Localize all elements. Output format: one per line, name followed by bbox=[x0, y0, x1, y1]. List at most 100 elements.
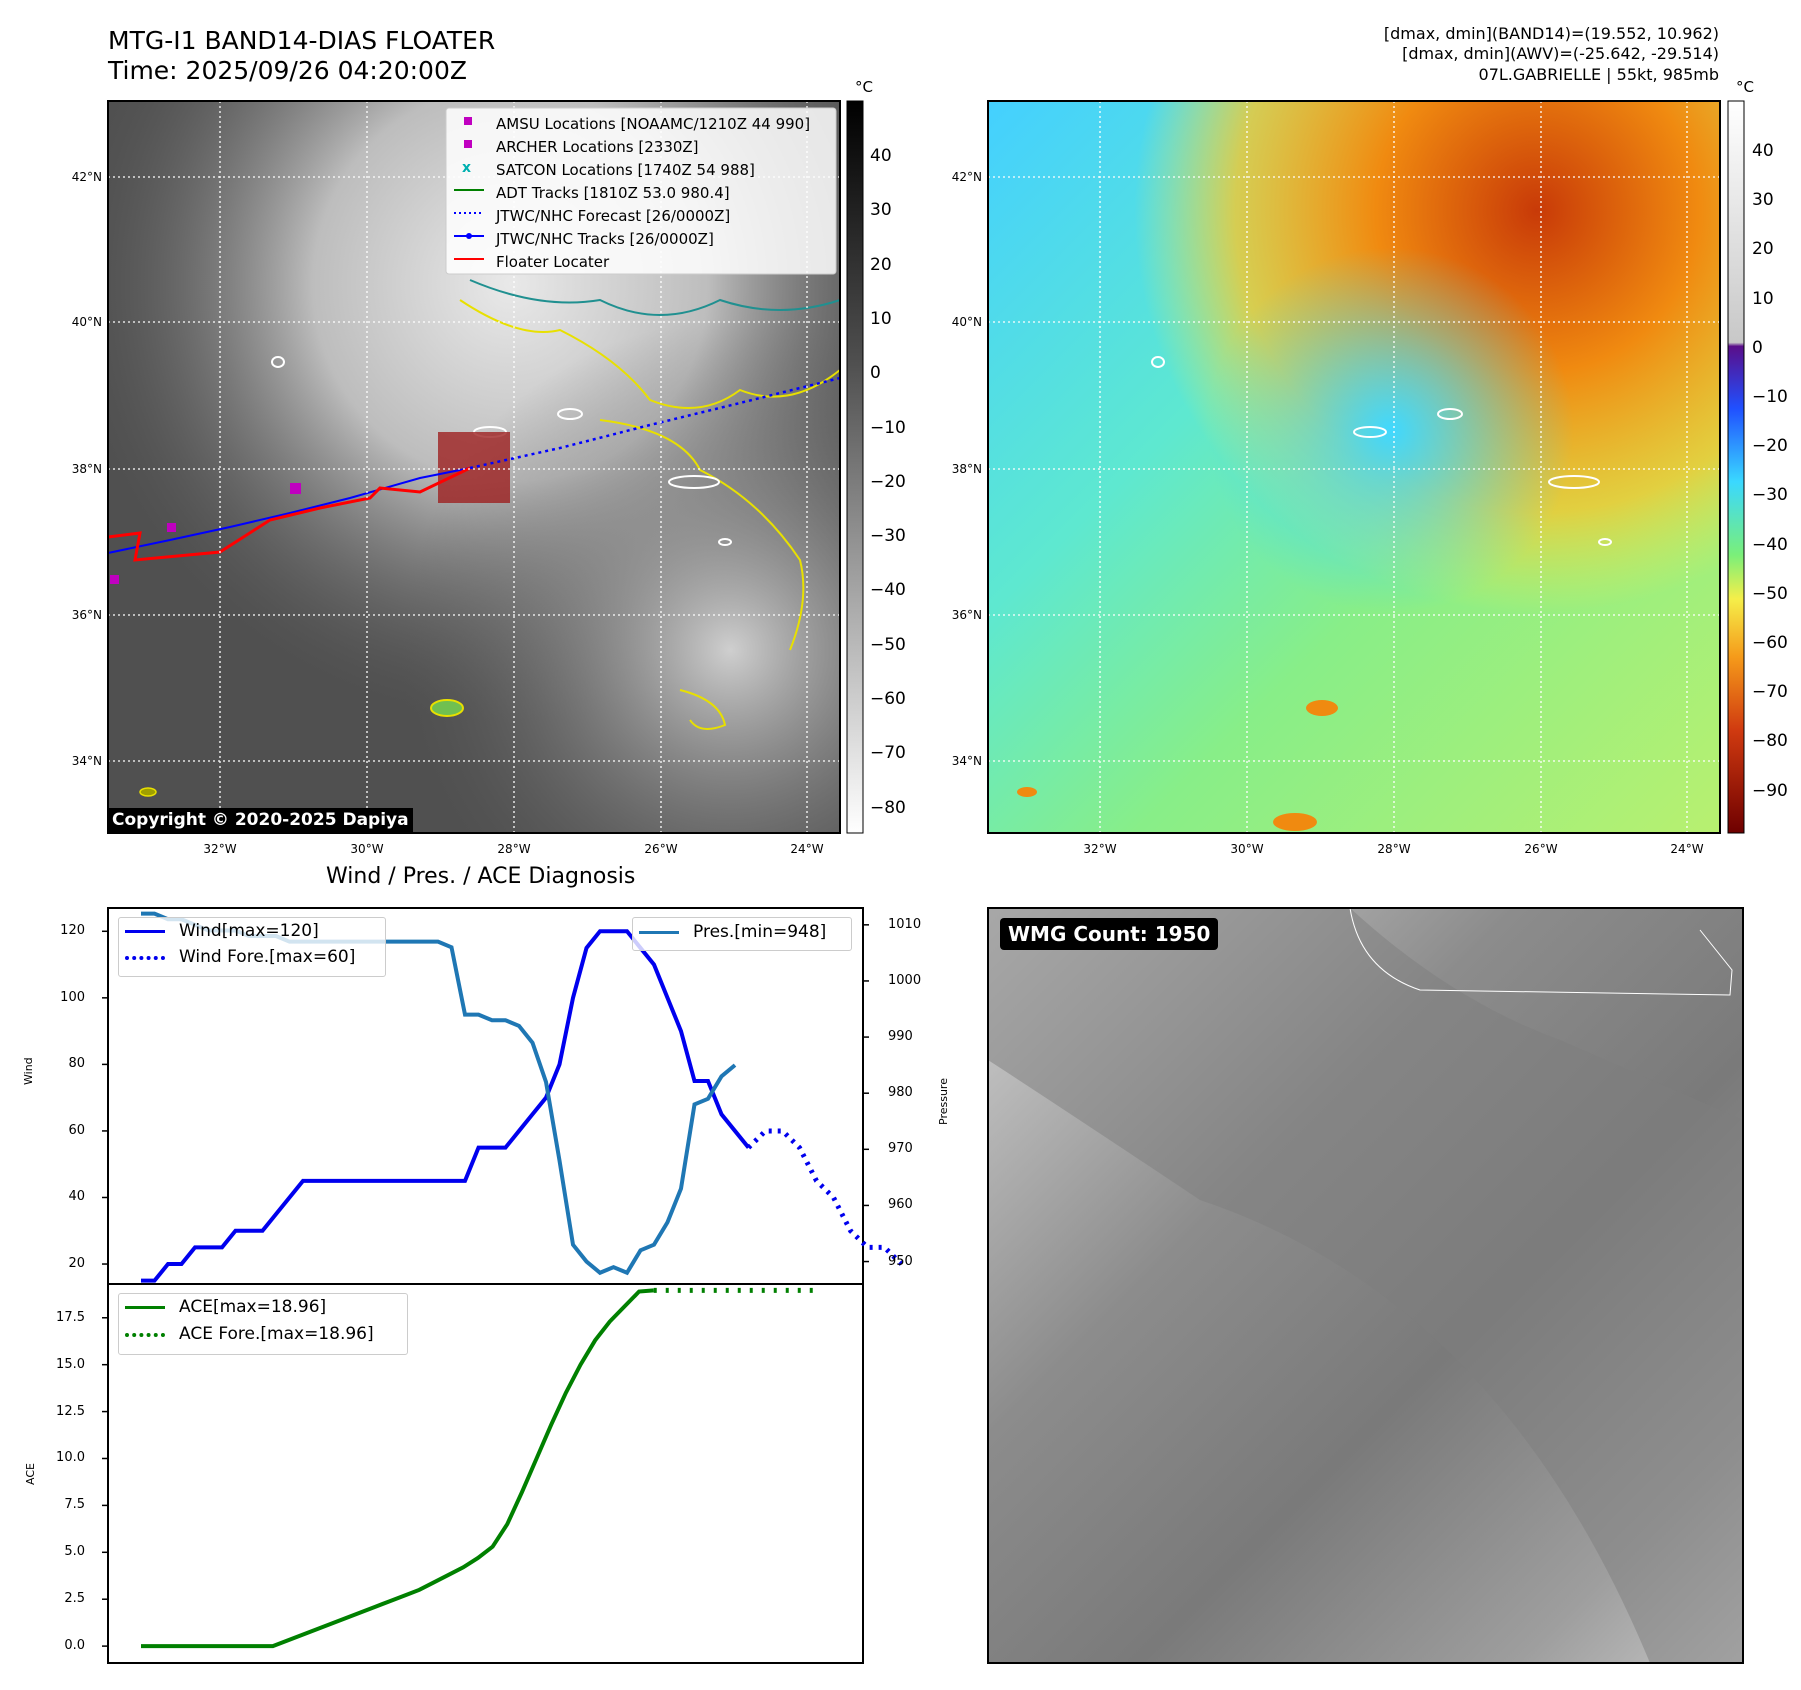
pres-tick: 1010 bbox=[888, 916, 922, 932]
pres-axis-label: Pressure bbox=[937, 1078, 950, 1125]
diag-title: Wind / Pres. / ACE Diagnosis bbox=[326, 864, 636, 889]
jtwc-track bbox=[107, 467, 471, 554]
ir-colorbar-tick: 10 bbox=[870, 308, 892, 329]
copyright-label: Copyright © 2020-2025 Dapiya bbox=[108, 808, 413, 832]
amsu-marker bbox=[110, 575, 119, 584]
awv-colorbar-tick: −10 bbox=[1752, 387, 1788, 407]
pres-tick: 960 bbox=[888, 1197, 913, 1213]
band14-range: [dmax, dmin](BAND14)=(19.552, 10.962) bbox=[1383, 24, 1719, 43]
ace-axis-label: ACE bbox=[24, 1463, 37, 1485]
lat-label: 42°N bbox=[71, 170, 102, 184]
map-legend: x bbox=[445, 107, 837, 275]
archer-marker bbox=[167, 523, 176, 532]
ir-map-panel: x bbox=[107, 100, 841, 834]
awv-colorbar-tick: −40 bbox=[1752, 534, 1788, 555]
ir-colorbar-tick: −80 bbox=[870, 797, 906, 818]
legend-pres: Pres.[min=948] bbox=[693, 922, 827, 942]
lat-label: 40°N bbox=[71, 315, 102, 329]
ir-colorbar-tick: 40 bbox=[870, 146, 892, 166]
awv-colorbar-tick: −30 bbox=[1752, 485, 1788, 506]
awv-colorbar-tick: 10 bbox=[1752, 288, 1774, 309]
awv-range: [dmax, dmin](AWV)=(-25.642, -29.514) bbox=[1402, 44, 1719, 63]
lon-label: 32°W bbox=[203, 842, 237, 856]
ace-tick: 10.0 bbox=[56, 1450, 85, 1466]
awv-colorbar-tick: −90 bbox=[1752, 780, 1788, 801]
awv-unit: °C bbox=[1736, 78, 1754, 96]
ir-colorbar-tick: 20 bbox=[870, 254, 892, 275]
wind-axis-label: Wind bbox=[22, 1057, 35, 1085]
lat-label: 38°N bbox=[71, 462, 102, 476]
ace-tick: 0.0 bbox=[64, 1638, 85, 1654]
pres-legend: Pres.[min=948] bbox=[632, 917, 852, 951]
wind-legend: Wind[max=120] Wind Fore.[max=60] bbox=[118, 917, 386, 977]
lon-label: 32°W bbox=[1083, 842, 1117, 856]
lat-label: 42°N bbox=[951, 170, 982, 184]
lon-label: 26°W bbox=[644, 842, 678, 856]
ir-colorbar-tick: −40 bbox=[870, 580, 906, 601]
awv-colorbar-tick: −60 bbox=[1752, 633, 1788, 653]
ir-colorbar-tick: −70 bbox=[870, 743, 906, 764]
legend-jtwc-tracks: JTWC/NHC Tracks [26/0000Z] bbox=[496, 230, 714, 248]
awv-map-panel bbox=[987, 100, 1721, 834]
lon-label: 24°W bbox=[790, 842, 824, 856]
awv-colorbar-tick: −70 bbox=[1752, 682, 1788, 703]
ace-legend: ACE[max=18.96] ACE Fore.[max=18.96] bbox=[118, 1293, 408, 1355]
ir-colorbar-tick: −20 bbox=[870, 471, 906, 492]
ir-colorbar-tick: −30 bbox=[870, 526, 906, 547]
legend-wind: Wind[max=120] bbox=[179, 921, 319, 941]
ir-colorbar-tick: −50 bbox=[870, 634, 906, 655]
ace-tick: 15.0 bbox=[56, 1356, 85, 1372]
lon-label: 24°W bbox=[1670, 842, 1704, 856]
ace-series bbox=[141, 1288, 654, 1649]
pres-tick: 990 bbox=[888, 1029, 913, 1045]
wind-series bbox=[141, 929, 751, 1283]
chart-time: Time: 2025/09/26 04:20:00Z bbox=[108, 56, 467, 85]
wind-tick: 80 bbox=[68, 1056, 85, 1072]
legend-adt: ADT Tracks [1810Z 53.0 980.4] bbox=[496, 184, 730, 202]
legend-archer: ARCHER Locations [2330Z] bbox=[496, 138, 699, 156]
awv-colorbar-tick: −20 bbox=[1752, 436, 1788, 457]
legend-satcon: SATCON Locations [1740Z 54 988] bbox=[496, 161, 755, 179]
ir-colorbar-tick: 30 bbox=[870, 200, 892, 221]
pres-tick: 1000 bbox=[888, 972, 922, 988]
wind-tick: 40 bbox=[68, 1189, 85, 1205]
awv-colorbar-tick: −50 bbox=[1752, 583, 1788, 604]
legend-floater: Floater Locater bbox=[496, 253, 610, 271]
pres-tick: 950 bbox=[888, 1253, 913, 1269]
lon-label: 30°W bbox=[350, 842, 384, 856]
pres-tick: 970 bbox=[888, 1141, 913, 1157]
lat-label: 36°N bbox=[71, 608, 102, 622]
awv-colorbar-tick: 0 bbox=[1752, 337, 1763, 358]
ace-tick: 5.0 bbox=[64, 1544, 85, 1560]
awv-colorbar-tick: −80 bbox=[1752, 731, 1788, 752]
wind-tick: 20 bbox=[68, 1256, 85, 1272]
lat-label: 40°N bbox=[951, 315, 982, 329]
wind-tick: 60 bbox=[68, 1122, 85, 1138]
awv-colorbar-tick: 20 bbox=[1752, 239, 1774, 260]
ir-unit: °C bbox=[855, 78, 873, 96]
ir-colorbar-tick: 0 bbox=[870, 363, 881, 384]
lon-label: 30°W bbox=[1230, 842, 1264, 856]
lon-label: 28°W bbox=[1377, 842, 1411, 856]
ace-tick: 17.5 bbox=[56, 1309, 85, 1325]
ir-colorbar bbox=[846, 100, 864, 834]
ace-tick: 12.5 bbox=[56, 1403, 85, 1419]
legend-ace-fore: ACE Fore.[max=18.96] bbox=[179, 1324, 374, 1344]
wind-tick: 120 bbox=[60, 923, 85, 939]
wmg-panel bbox=[987, 907, 1744, 1664]
archer-marker bbox=[290, 483, 301, 494]
svg-text:x: x bbox=[462, 160, 471, 176]
ir-colorbar-tick: −60 bbox=[870, 689, 906, 709]
awv-colorbar-tick: 40 bbox=[1752, 141, 1774, 161]
ace-tick: 2.5 bbox=[64, 1591, 85, 1607]
legend-amsu: AMSU Locations [NOAAMC/1210Z 44 990] bbox=[496, 115, 811, 133]
ir-colorbar-tick: −10 bbox=[870, 417, 906, 438]
lat-label: 36°N bbox=[951, 608, 982, 622]
wmg-count: WMG Count: 1950 bbox=[1000, 918, 1219, 950]
legend-wind-fore: Wind Fore.[max=60] bbox=[179, 947, 356, 967]
legend-ace: ACE[max=18.96] bbox=[179, 1297, 327, 1317]
lon-label: 26°W bbox=[1524, 842, 1558, 856]
wind-tick: 100 bbox=[60, 989, 85, 1005]
chart-title: MTG-I1 BAND14-DIAS FLOATER bbox=[108, 26, 496, 55]
